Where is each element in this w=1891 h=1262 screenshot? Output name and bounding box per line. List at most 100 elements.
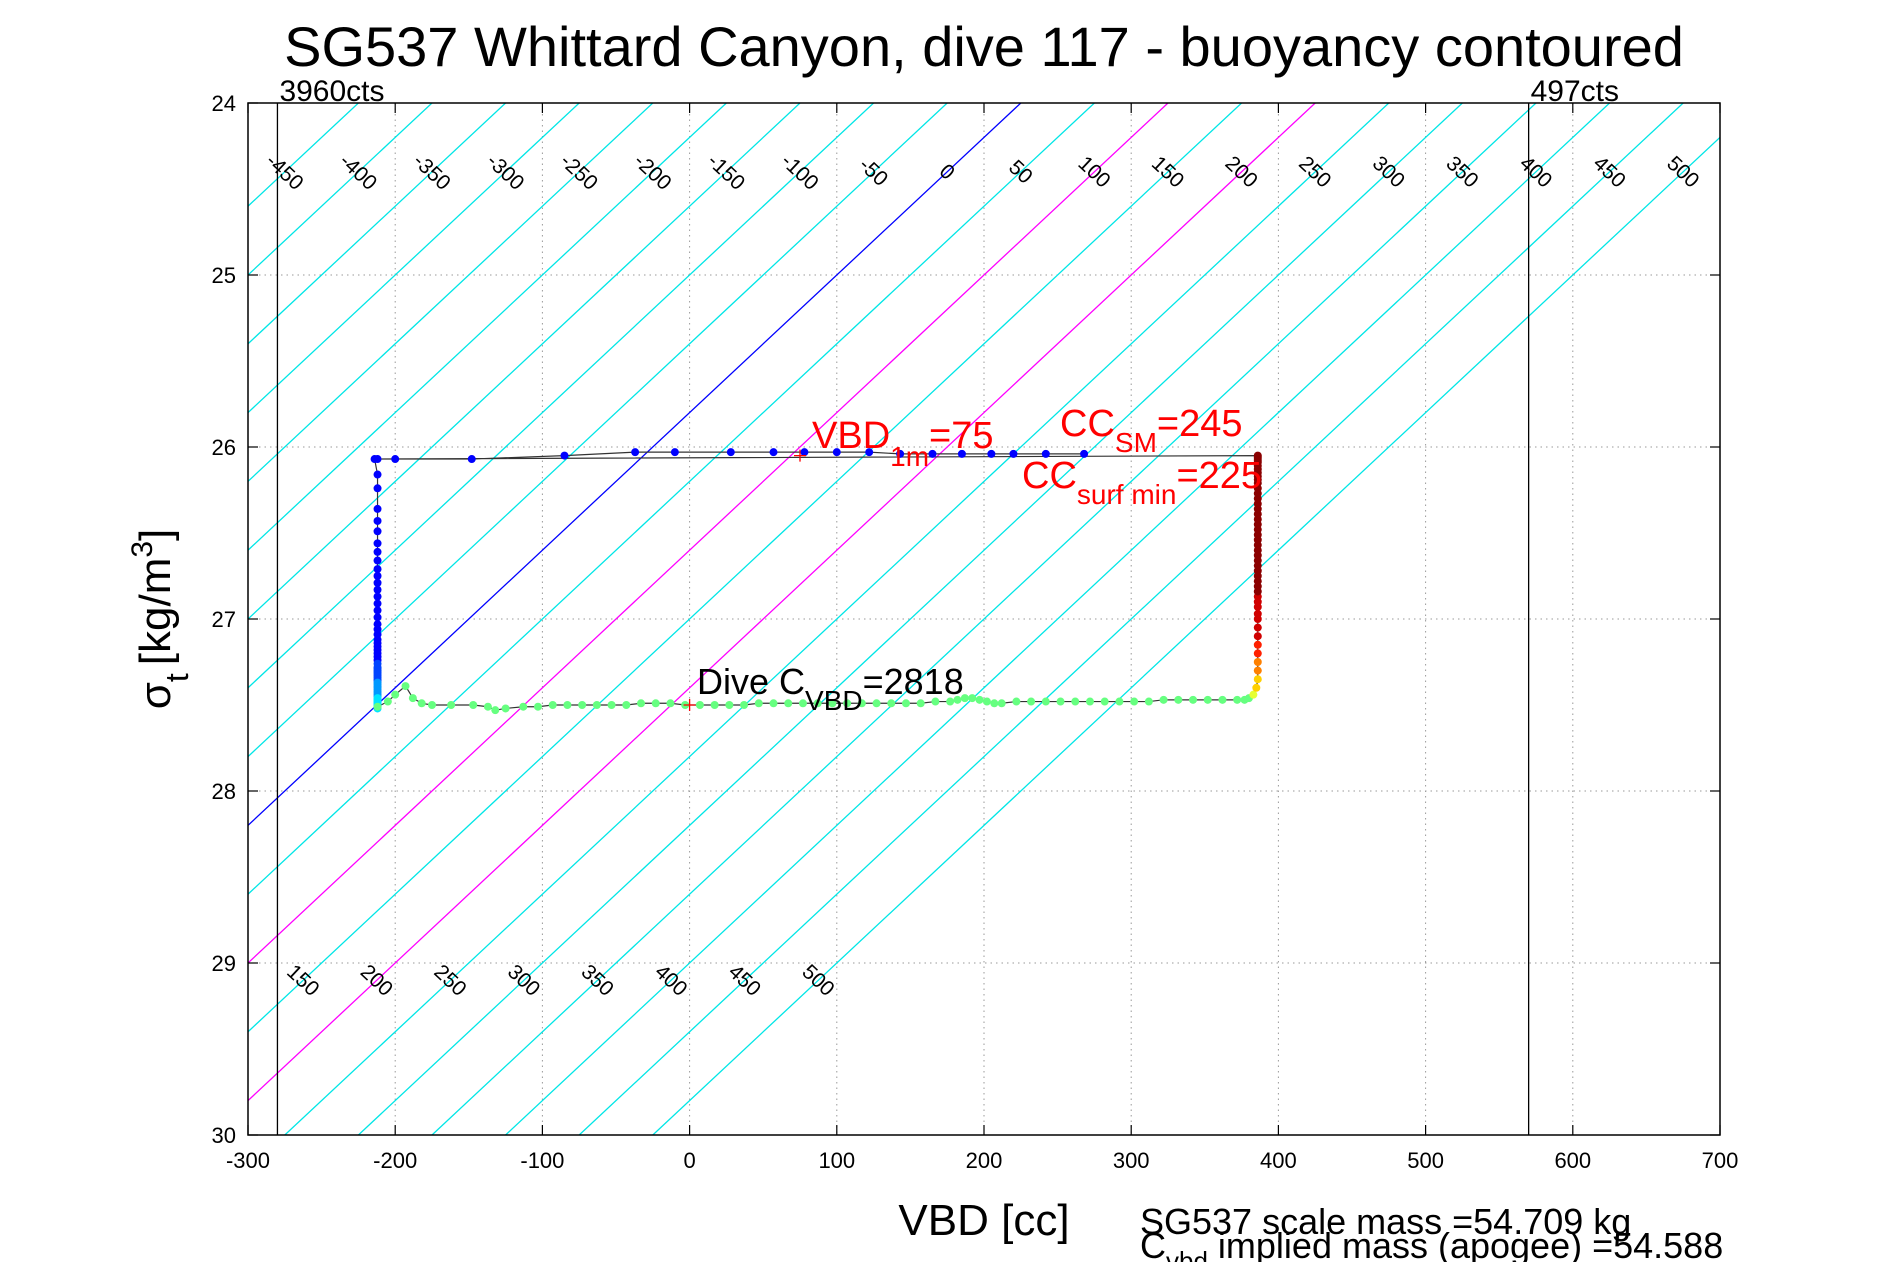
trace-point bbox=[1130, 697, 1139, 706]
trace-point bbox=[373, 556, 382, 565]
trace-point bbox=[519, 702, 528, 711]
chart-title: SG537 Whittard Canyon, dive 117 - buoyan… bbox=[284, 15, 1684, 78]
contour-line bbox=[248, 103, 654, 483]
vbd1m-annotation: VBD1m=75 bbox=[812, 415, 994, 472]
contour-line bbox=[248, 103, 875, 689]
trace-point bbox=[1071, 697, 1080, 706]
trace-point bbox=[1253, 666, 1262, 675]
contour-line bbox=[505, 103, 1611, 1135]
trace-point bbox=[769, 448, 778, 457]
trace-point bbox=[987, 449, 996, 458]
trace-point bbox=[373, 613, 382, 622]
trace-point bbox=[548, 701, 557, 709]
trace-point bbox=[887, 699, 896, 708]
trace-point bbox=[447, 701, 456, 709]
trace-point bbox=[631, 448, 640, 457]
trace-point bbox=[428, 701, 436, 709]
trace-point bbox=[1174, 695, 1183, 704]
trace-point bbox=[695, 701, 704, 709]
contour-line bbox=[248, 103, 948, 758]
x-tick-label: 300 bbox=[1113, 1148, 1150, 1173]
contour-line bbox=[248, 103, 727, 552]
trace-point bbox=[1041, 697, 1050, 706]
trace-point bbox=[491, 706, 500, 715]
y-tick-label: 29 bbox=[212, 951, 236, 976]
annotation-marker bbox=[794, 449, 806, 462]
trace-point bbox=[622, 701, 631, 709]
trace-point bbox=[1233, 695, 1242, 704]
trace-point bbox=[373, 599, 382, 608]
trace-point bbox=[373, 516, 382, 525]
y-axis-label: σt[kg/m3] bbox=[126, 529, 195, 710]
trace-point bbox=[383, 697, 392, 706]
trace-point bbox=[843, 699, 852, 708]
trace-point bbox=[896, 449, 905, 458]
x-tick-label: -200 bbox=[373, 1148, 417, 1173]
contour-line bbox=[248, 103, 1316, 1102]
trace-point bbox=[1252, 683, 1261, 692]
trace-point bbox=[960, 694, 969, 703]
trace-point bbox=[467, 455, 476, 464]
trace-point bbox=[373, 527, 382, 536]
trace-point bbox=[1041, 449, 1050, 458]
trace-point bbox=[1253, 640, 1262, 649]
trace-point bbox=[391, 690, 400, 699]
trace-point bbox=[373, 455, 382, 464]
vbd-limit-lines: 3960cts 497cts bbox=[276, 75, 1619, 1135]
trace-point bbox=[666, 699, 675, 708]
trace-point bbox=[754, 699, 763, 708]
trace-point bbox=[1253, 451, 1262, 460]
trace-point bbox=[953, 695, 962, 704]
trace-point bbox=[798, 699, 807, 708]
axis-ticks: -300 -200 -100 0 100 200 300 400 500 600 700 24 25 26… bbox=[212, 91, 1739, 1173]
x-tick-label: -100 bbox=[520, 1148, 564, 1173]
trace-point bbox=[391, 455, 400, 464]
contour-line bbox=[652, 136, 1720, 1135]
cc-surf-min-annotation: CCsurf min=225 bbox=[1022, 455, 1262, 510]
trace-point bbox=[373, 592, 382, 601]
trace-point bbox=[373, 547, 382, 556]
trace-point bbox=[670, 448, 679, 457]
trace-point bbox=[1085, 697, 1094, 706]
trace-point bbox=[1253, 649, 1262, 658]
trace-point bbox=[373, 572, 382, 580]
trace-point bbox=[982, 697, 991, 706]
trace-point bbox=[1253, 623, 1262, 632]
y-tick-label: 25 bbox=[212, 263, 236, 288]
trace-point bbox=[373, 484, 382, 493]
y-tick-label: 27 bbox=[212, 607, 236, 632]
trace-point bbox=[607, 701, 616, 709]
buoyancy-contours bbox=[248, 103, 1720, 1135]
trace-point bbox=[373, 539, 382, 548]
trace-point bbox=[710, 701, 719, 709]
trace-point bbox=[931, 697, 940, 706]
x-tick-label: 500 bbox=[1407, 1148, 1444, 1173]
x-tick-label: -300 bbox=[226, 1148, 270, 1173]
trace-point bbox=[865, 448, 874, 457]
cc-sm-annotation: CCSM=245 bbox=[1060, 403, 1242, 458]
trace-point bbox=[373, 578, 382, 587]
trace-point bbox=[401, 682, 410, 691]
trace-point bbox=[373, 565, 382, 574]
trace-point bbox=[637, 699, 646, 708]
trace-point bbox=[1253, 632, 1262, 641]
trace-point bbox=[1253, 675, 1262, 684]
trace-point bbox=[1009, 449, 1018, 458]
contour-line bbox=[248, 103, 1095, 896]
contour-line bbox=[248, 103, 1169, 964]
x-tick-label: 700 bbox=[1702, 1148, 1739, 1173]
trace-point bbox=[1189, 695, 1198, 704]
trace-point bbox=[469, 701, 478, 709]
x-tick-label: 100 bbox=[818, 1148, 855, 1173]
trace-point bbox=[990, 699, 999, 708]
trace-point bbox=[769, 699, 778, 708]
trace-point bbox=[800, 448, 809, 457]
trace-point bbox=[832, 448, 841, 457]
trace-point bbox=[901, 699, 910, 708]
x-tick-label: 0 bbox=[683, 1148, 695, 1173]
contour-line bbox=[431, 103, 1537, 1135]
trace-point bbox=[957, 449, 966, 458]
trace-point bbox=[1012, 697, 1021, 706]
trace-point bbox=[563, 701, 572, 709]
